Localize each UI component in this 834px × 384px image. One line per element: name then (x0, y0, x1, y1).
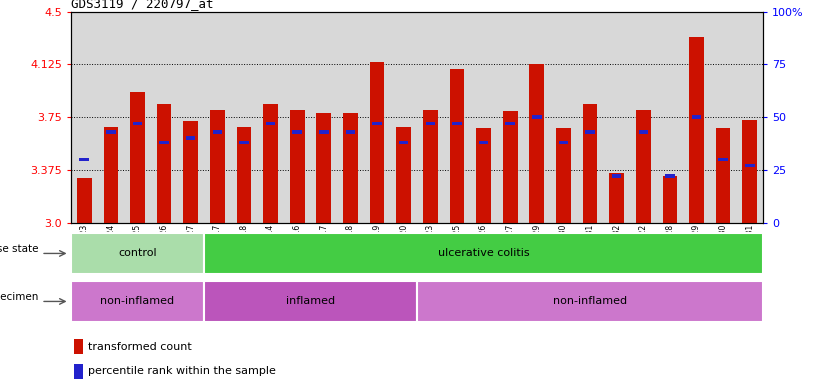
Bar (530, 64, 544, 223)
Text: ulcerative colitis: ulcerative colitis (438, 248, 530, 258)
Bar (423, 110, 438, 223)
Text: control: control (118, 248, 157, 258)
Bar (186, 136, 195, 140)
Bar (396, 127, 411, 223)
Bar (319, 130, 329, 134)
Bar (159, 141, 168, 144)
Bar (636, 110, 651, 223)
Bar (345, 130, 355, 134)
Bar (133, 122, 143, 125)
Bar (293, 130, 302, 134)
Bar (372, 122, 382, 125)
Bar (399, 141, 409, 144)
Bar (585, 130, 595, 134)
Bar (290, 110, 304, 223)
Bar (476, 128, 491, 223)
Bar (74, 339, 83, 354)
Bar (343, 113, 358, 223)
Bar (74, 364, 83, 379)
Bar (503, 111, 518, 223)
Bar (204, 281, 417, 322)
Bar (239, 141, 249, 144)
Text: specimen: specimen (0, 292, 39, 302)
Bar (662, 176, 677, 223)
Bar (718, 157, 728, 161)
Bar (79, 157, 89, 161)
Bar (742, 120, 757, 223)
Bar (666, 174, 675, 178)
Bar (266, 122, 275, 125)
Bar (210, 110, 224, 223)
Bar (264, 104, 278, 223)
Bar (417, 281, 763, 322)
Text: transformed count: transformed count (88, 342, 192, 352)
Bar (612, 174, 621, 178)
Bar (452, 122, 462, 125)
Bar (183, 121, 198, 223)
Bar (237, 127, 251, 223)
Bar (479, 141, 489, 144)
Text: inflamed: inflamed (286, 296, 335, 306)
Bar (689, 37, 704, 223)
Text: percentile rank within the sample: percentile rank within the sample (88, 366, 276, 376)
Bar (130, 92, 145, 223)
Bar (559, 141, 568, 144)
Bar (106, 130, 116, 134)
Text: GDS3119 / 220797_at: GDS3119 / 220797_at (71, 0, 214, 10)
Bar (505, 122, 515, 125)
Bar (77, 178, 92, 223)
Bar (71, 233, 204, 274)
Bar (316, 113, 331, 223)
Text: disease state: disease state (0, 244, 39, 254)
Bar (610, 174, 624, 223)
Bar (157, 104, 172, 223)
Bar (639, 130, 648, 134)
Bar (71, 281, 204, 322)
Bar (213, 130, 222, 134)
Bar (450, 69, 465, 223)
Bar (745, 164, 755, 167)
Bar (532, 115, 541, 119)
Bar (716, 128, 731, 223)
Bar (583, 104, 597, 223)
Bar (204, 233, 763, 274)
Bar (103, 127, 118, 223)
Bar (691, 115, 701, 119)
Bar (556, 128, 570, 223)
Bar (425, 122, 435, 125)
Text: non-inflamed: non-inflamed (553, 296, 627, 306)
Bar (369, 62, 384, 223)
Text: non-inflamed: non-inflamed (100, 296, 174, 306)
